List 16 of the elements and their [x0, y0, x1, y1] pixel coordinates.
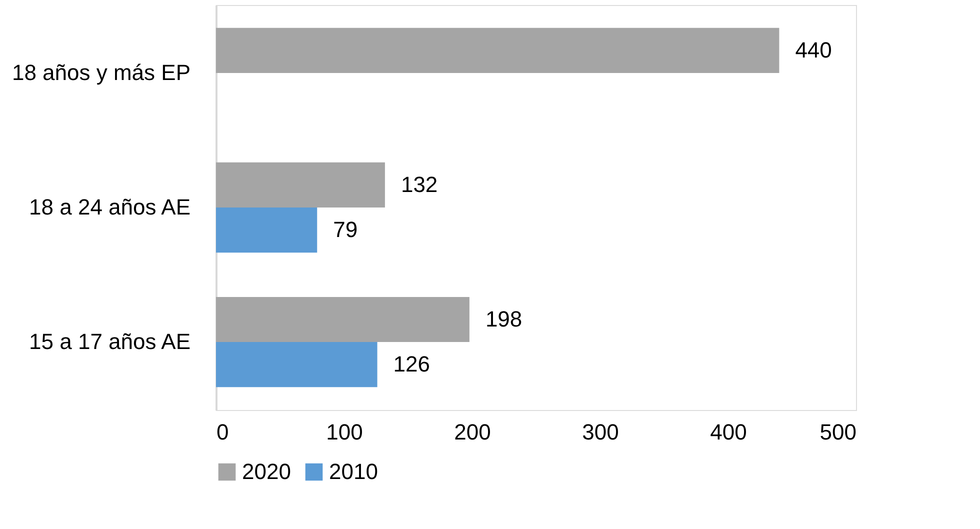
y-tick-label: 18 a 24 años AE: [29, 194, 190, 220]
x-tick-label: 400: [710, 420, 747, 444]
data-label: 440: [795, 37, 832, 62]
legend-label: 2020: [242, 459, 291, 484]
data-label: 198: [485, 306, 522, 332]
x-tick-label: 500: [820, 420, 856, 444]
data-label: 126: [393, 352, 430, 377]
y-tick-label: 18 años y más EP: [12, 60, 190, 85]
x-tick-label: 100: [326, 420, 363, 444]
x-tick-label: 300: [582, 420, 619, 444]
x-tick-label: 200: [454, 420, 491, 444]
data-label: 132: [400, 172, 438, 197]
x-tick-label: 0: [216, 420, 229, 444]
legend-label: 2010: [329, 459, 378, 484]
data-label: 79: [333, 217, 358, 242]
y-tick-label: 15 a 17 años AE: [29, 329, 190, 354]
